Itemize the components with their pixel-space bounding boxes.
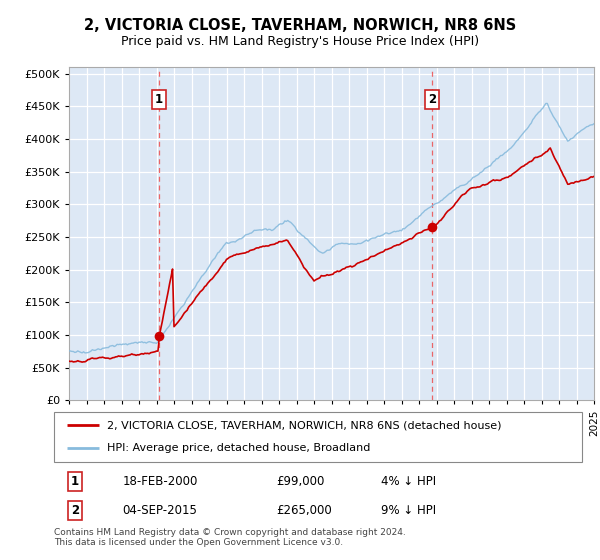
Text: HPI: Average price, detached house, Broadland: HPI: Average price, detached house, Broa… — [107, 444, 370, 454]
Text: £265,000: £265,000 — [276, 504, 332, 517]
Text: 2: 2 — [428, 94, 436, 106]
Text: 2, VICTORIA CLOSE, TAVERHAM, NORWICH, NR8 6NS (detached house): 2, VICTORIA CLOSE, TAVERHAM, NORWICH, NR… — [107, 420, 502, 430]
Text: 18-FEB-2000: 18-FEB-2000 — [122, 475, 198, 488]
Text: 9% ↓ HPI: 9% ↓ HPI — [382, 504, 436, 517]
Text: 1: 1 — [155, 94, 163, 106]
Text: Contains HM Land Registry data © Crown copyright and database right 2024.
This d: Contains HM Land Registry data © Crown c… — [54, 528, 406, 547]
Text: 2: 2 — [71, 504, 79, 517]
Text: £99,000: £99,000 — [276, 475, 324, 488]
Text: 2, VICTORIA CLOSE, TAVERHAM, NORWICH, NR8 6NS: 2, VICTORIA CLOSE, TAVERHAM, NORWICH, NR… — [84, 18, 516, 32]
Text: 1: 1 — [71, 475, 79, 488]
Text: 4% ↓ HPI: 4% ↓ HPI — [382, 475, 436, 488]
Text: 04-SEP-2015: 04-SEP-2015 — [122, 504, 197, 517]
Text: Price paid vs. HM Land Registry's House Price Index (HPI): Price paid vs. HM Land Registry's House … — [121, 35, 479, 49]
